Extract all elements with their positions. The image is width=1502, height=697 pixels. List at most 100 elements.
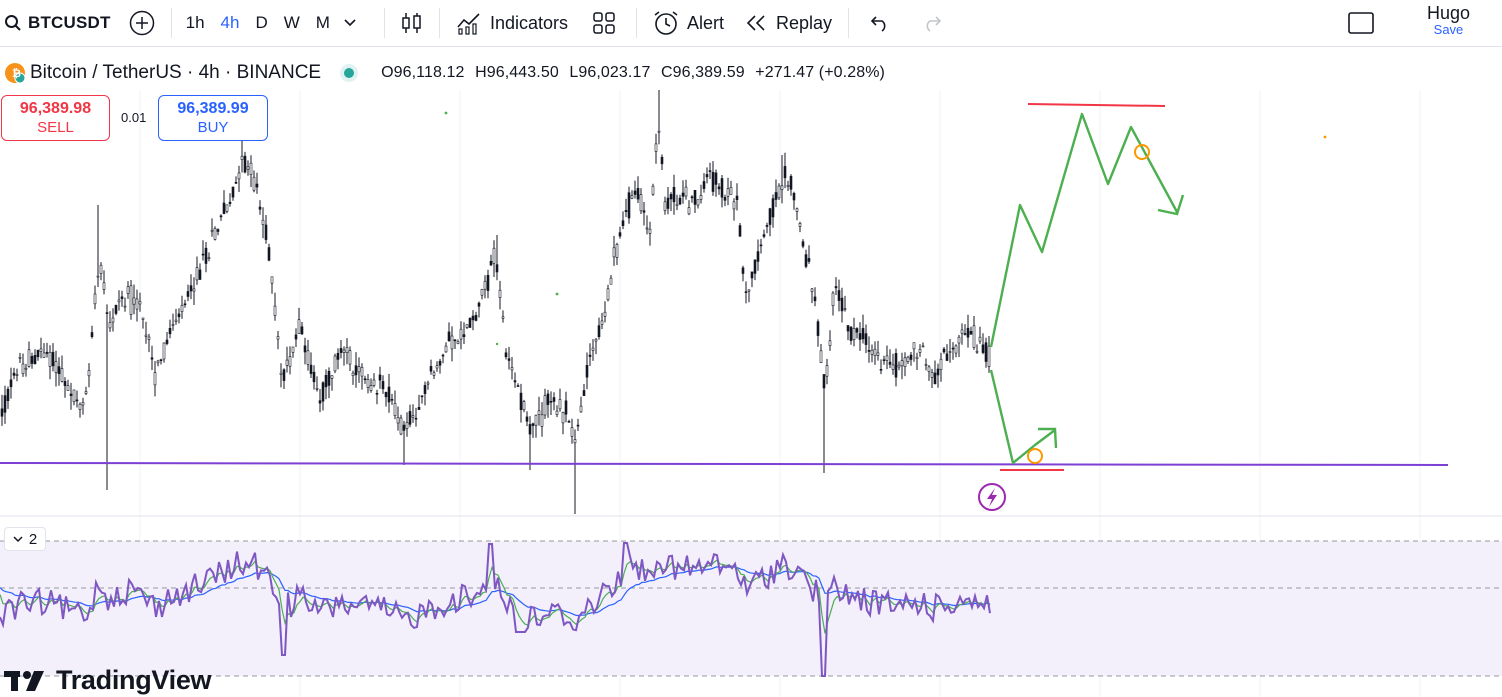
candle-body — [381, 381, 385, 390]
projection-path-main[interactable] — [989, 112, 1179, 348]
candle-body — [747, 289, 751, 292]
candle-body — [51, 351, 55, 367]
target-line-top[interactable] — [1027, 103, 1166, 107]
timeframe-dropdown[interactable] — [338, 0, 362, 46]
candle-body — [561, 412, 565, 424]
candle-body — [615, 244, 619, 258]
candle-body — [603, 311, 607, 317]
candle-body — [81, 401, 85, 406]
candle-body — [300, 326, 304, 335]
candle-body — [390, 398, 394, 401]
candle-body — [909, 354, 913, 360]
support-line[interactable] — [0, 462, 1449, 466]
candle-body — [120, 296, 124, 299]
alert-button[interactable]: Alert — [643, 0, 734, 46]
candle-body — [693, 190, 697, 205]
projection-path-drop[interactable] — [989, 369, 1056, 465]
candle-body — [42, 352, 46, 358]
buy-label: BUY — [197, 119, 229, 136]
logo-text: TradingView — [56, 665, 212, 695]
candle-body — [930, 371, 934, 378]
candle-body — [873, 348, 877, 356]
fullscreen-button[interactable] — [1342, 0, 1380, 46]
candle-body — [21, 363, 25, 374]
redo-button[interactable] — [907, 0, 957, 46]
candle-body — [528, 424, 532, 435]
candle-body — [858, 333, 862, 340]
sell-price: 96,389.98 — [19, 100, 92, 117]
candle-body — [162, 342, 166, 360]
buy-button[interactable]: 96,389.99 BUY — [158, 95, 268, 141]
indicators-button[interactable]: Indicators — [446, 0, 578, 46]
tradingview-logo[interactable]: TradingView — [4, 665, 212, 696]
marker-circle-top[interactable] — [1134, 144, 1150, 160]
candle-body — [564, 400, 568, 415]
candle-body — [228, 201, 232, 204]
tf-w[interactable]: W — [283, 13, 300, 32]
buy-price: 96,389.99 — [177, 100, 249, 117]
candle-body — [489, 260, 493, 266]
candle-body — [651, 185, 655, 195]
candle-body — [807, 258, 811, 262]
candle-body — [252, 176, 256, 191]
replay-icon — [746, 15, 765, 31]
replay-button[interactable]: Replay — [734, 0, 842, 46]
candle-body — [318, 400, 322, 404]
pane-collapse-button[interactable]: 2 — [4, 527, 46, 551]
candle-body — [621, 220, 625, 226]
templates-button[interactable] — [578, 0, 630, 46]
compare-button[interactable] — [119, 0, 165, 46]
sell-button[interactable]: 96,389.98 SELL — [1, 95, 110, 141]
marker-circle-bottom[interactable] — [1027, 448, 1043, 464]
candle-body — [588, 354, 592, 357]
candle-body — [456, 341, 460, 344]
candle-body — [726, 188, 730, 197]
candle-body — [954, 345, 958, 354]
candle-body — [639, 194, 643, 212]
candle-body — [72, 389, 76, 402]
user-menu[interactable]: Hugo Save — [1427, 3, 1470, 37]
candle-body — [174, 319, 178, 322]
divider — [438, 8, 440, 38]
candle-body — [846, 325, 850, 332]
tf-1h[interactable]: 1h — [185, 13, 205, 32]
candle-body — [360, 367, 364, 377]
symbol-search[interactable]: BTCUSDT — [0, 0, 119, 46]
candle-body — [825, 365, 829, 377]
templates-icon — [593, 12, 615, 34]
candle-body — [681, 192, 685, 197]
candle-body — [78, 403, 82, 410]
candle-body — [420, 395, 424, 398]
symbol-title[interactable]: Bitcoin / TetherUS · 4h · BINANCE — [30, 62, 322, 83]
candle-body — [933, 372, 937, 385]
candle-body — [729, 187, 733, 195]
lightning-icon[interactable] — [978, 483, 1006, 511]
symbol-name: BTCUSDT — [28, 13, 111, 32]
candle-body — [240, 155, 244, 160]
candle-body — [612, 247, 616, 258]
market-status-icon[interactable] — [339, 63, 359, 83]
tf-m[interactable]: M — [315, 13, 330, 32]
undo-button[interactable] — [855, 0, 907, 46]
candle-body — [828, 340, 832, 346]
candle-body — [471, 315, 475, 321]
candle-body — [357, 366, 361, 373]
candle-body — [438, 360, 442, 366]
candle-body — [231, 186, 235, 198]
candle-body — [273, 305, 277, 316]
tf-d[interactable]: D — [255, 13, 268, 32]
save-button[interactable]: Save — [1433, 22, 1464, 37]
candle-body — [138, 301, 142, 305]
candle-body — [270, 276, 274, 284]
candle-body — [243, 155, 247, 173]
candle-body — [507, 358, 511, 361]
candle-body — [576, 424, 580, 427]
candle-body — [897, 364, 901, 368]
candle-body — [750, 271, 754, 279]
tf-4h[interactable]: 4h — [220, 13, 240, 32]
candle-body — [855, 328, 859, 333]
candle-body — [765, 225, 769, 227]
bar-style-button[interactable] — [391, 0, 433, 46]
divider — [383, 8, 385, 38]
